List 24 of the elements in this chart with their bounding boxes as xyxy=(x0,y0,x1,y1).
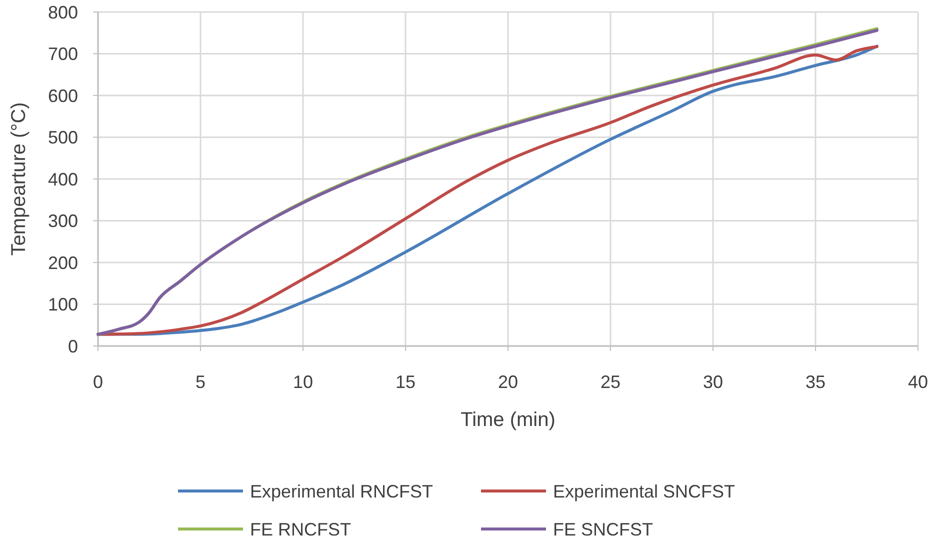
x-tick-label: 35 xyxy=(805,372,826,392)
y-tick-label: 300 xyxy=(48,211,78,232)
x-tick-label: 25 xyxy=(600,372,621,392)
legend-label: FE RNCFST xyxy=(250,519,351,540)
y-tick-label: 200 xyxy=(48,252,78,273)
y-tick-label: 100 xyxy=(48,294,78,315)
y-axis-title: Tempearture (°C) xyxy=(8,102,30,256)
y-tick-label: 800 xyxy=(48,2,78,22)
legend-label: Experimental SNCFST xyxy=(553,481,736,502)
y-tick-label: 500 xyxy=(48,128,78,148)
x-tick-label: 30 xyxy=(702,372,724,392)
y-tick-label: 700 xyxy=(48,44,78,64)
legend-label: Experimental RNCFST xyxy=(250,481,434,502)
legend-label: FE SNCFST xyxy=(553,519,654,540)
x-tick-label: 40 xyxy=(908,372,928,392)
x-tick-label: 20 xyxy=(498,372,518,392)
y-tick-label: 600 xyxy=(48,86,78,106)
y-tick-label: 400 xyxy=(48,169,78,190)
x-tick-label: 5 xyxy=(195,372,206,392)
x-tick-label: 0 xyxy=(92,372,104,392)
x-axis-title: Time (min) xyxy=(460,409,556,431)
y-tick-label: 0 xyxy=(68,336,78,356)
x-tick-label: 10 xyxy=(292,372,314,392)
x-tick-label: 15 xyxy=(395,372,416,392)
